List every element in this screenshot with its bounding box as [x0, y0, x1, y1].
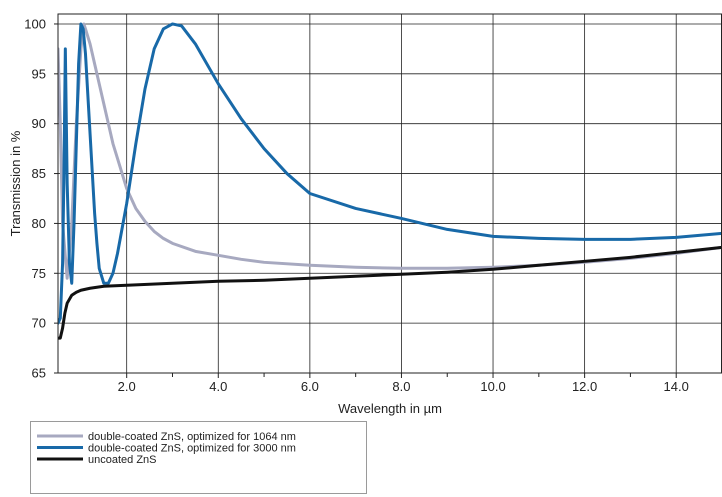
x-tick-label: 8.0: [392, 379, 410, 394]
plot-frame: [57, 13, 722, 374]
y-tick-label: 70: [32, 316, 46, 331]
legend: double-coated ZnS, optimized for 1064 nm…: [30, 421, 367, 494]
legend-item-3000nm: double-coated ZnS, optimized for 3000 nm: [37, 442, 296, 454]
legend-label: double-coated ZnS, optimized for 3000 nm: [88, 442, 296, 454]
x-tick-label: 10.0: [480, 379, 505, 394]
legend-item-1064nm: double-coated ZnS, optimized for 1064 nm: [37, 431, 296, 443]
y-tick-label: 90: [32, 116, 46, 131]
axis-ticks: 65 70 75 80 85 90 95 100 2.0 4.0 6.0 8.0 10.0 12.0 14.…: [24, 16, 689, 394]
series-uncoated-line: [58, 245, 722, 340]
y-tick-label: 95: [32, 66, 46, 81]
x-tick-label: 4.0: [209, 379, 227, 394]
grid-lines: [58, 14, 722, 374]
y-axis-title: Transmission in %: [8, 130, 23, 236]
x-tick-label: 12.0: [572, 379, 597, 394]
x-tick-label: 14.0: [664, 379, 689, 394]
legend-label: double-coated ZnS, optimized for 1064 nm: [88, 431, 296, 443]
legend-box: [30, 421, 367, 494]
series-3000nm-line: [58, 22, 722, 325]
x-axis-title: Wavelength in µm: [338, 401, 442, 416]
x-tick-label: 6.0: [301, 379, 319, 394]
y-tick-label: 80: [32, 216, 46, 231]
legend-label: uncoated ZnS: [88, 454, 157, 466]
y-tick-label: 75: [32, 266, 46, 281]
x-tick-label: 2.0: [118, 379, 136, 394]
y-tick-label: 100: [24, 16, 46, 31]
y-tick-label: 85: [32, 166, 46, 181]
legend-item-uncoated: uncoated ZnS: [37, 454, 157, 466]
series-lines: [58, 22, 722, 340]
y-tick-label: 65: [32, 366, 46, 381]
